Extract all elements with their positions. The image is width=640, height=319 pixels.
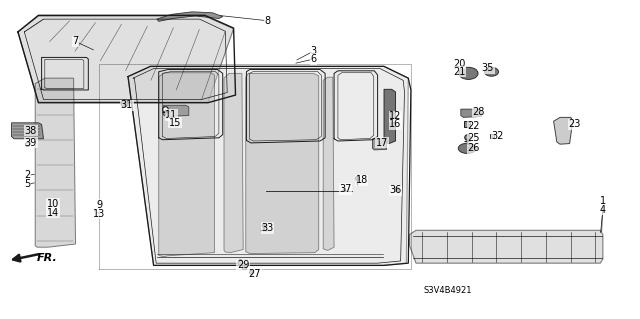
Polygon shape [12,123,44,139]
Text: 14: 14 [47,208,60,218]
Polygon shape [128,66,408,265]
Text: 31: 31 [120,100,133,110]
Text: 37: 37 [339,184,352,194]
Text: 5: 5 [24,179,31,189]
Text: 9: 9 [96,200,102,210]
Text: 27: 27 [248,269,261,279]
Text: 21: 21 [453,67,466,77]
Text: 28: 28 [472,107,485,117]
Text: S3V4B4921: S3V4B4921 [424,286,472,295]
Text: 1: 1 [600,196,606,206]
Text: 8: 8 [264,16,271,26]
Ellipse shape [484,67,499,76]
Text: 22: 22 [467,121,480,131]
Text: 16: 16 [389,119,402,130]
Text: 2: 2 [24,170,31,181]
Polygon shape [246,73,319,254]
Text: 11: 11 [165,110,178,120]
Text: 35: 35 [481,63,494,73]
Polygon shape [159,73,214,257]
Text: 4: 4 [600,204,606,215]
Text: FR.: FR. [37,253,58,263]
Polygon shape [461,109,481,117]
Text: 13: 13 [93,209,106,219]
Polygon shape [410,230,603,263]
Polygon shape [35,78,76,247]
Polygon shape [554,117,573,144]
Text: 15: 15 [168,118,181,128]
Text: 20: 20 [453,59,466,69]
Text: 10: 10 [47,199,60,209]
Polygon shape [323,77,334,250]
Polygon shape [384,89,396,144]
Text: 17: 17 [376,137,388,148]
Polygon shape [163,105,189,116]
Text: 3: 3 [310,46,317,56]
Polygon shape [224,73,243,253]
Polygon shape [157,12,223,21]
Polygon shape [372,139,387,150]
Ellipse shape [458,143,476,153]
Text: 39: 39 [24,137,37,148]
Text: 23: 23 [568,119,581,130]
Ellipse shape [459,67,478,79]
Text: 38: 38 [24,126,37,136]
Text: 25: 25 [467,133,480,143]
Text: 12: 12 [389,111,402,122]
Text: 33: 33 [261,223,274,233]
Text: 32: 32 [492,130,504,141]
Text: 26: 26 [467,143,480,153]
Text: 18: 18 [355,175,368,185]
Polygon shape [18,16,234,102]
Text: 29: 29 [237,260,250,271]
Text: 36: 36 [389,185,402,196]
Text: 7: 7 [72,36,79,47]
Text: 6: 6 [310,54,317,64]
